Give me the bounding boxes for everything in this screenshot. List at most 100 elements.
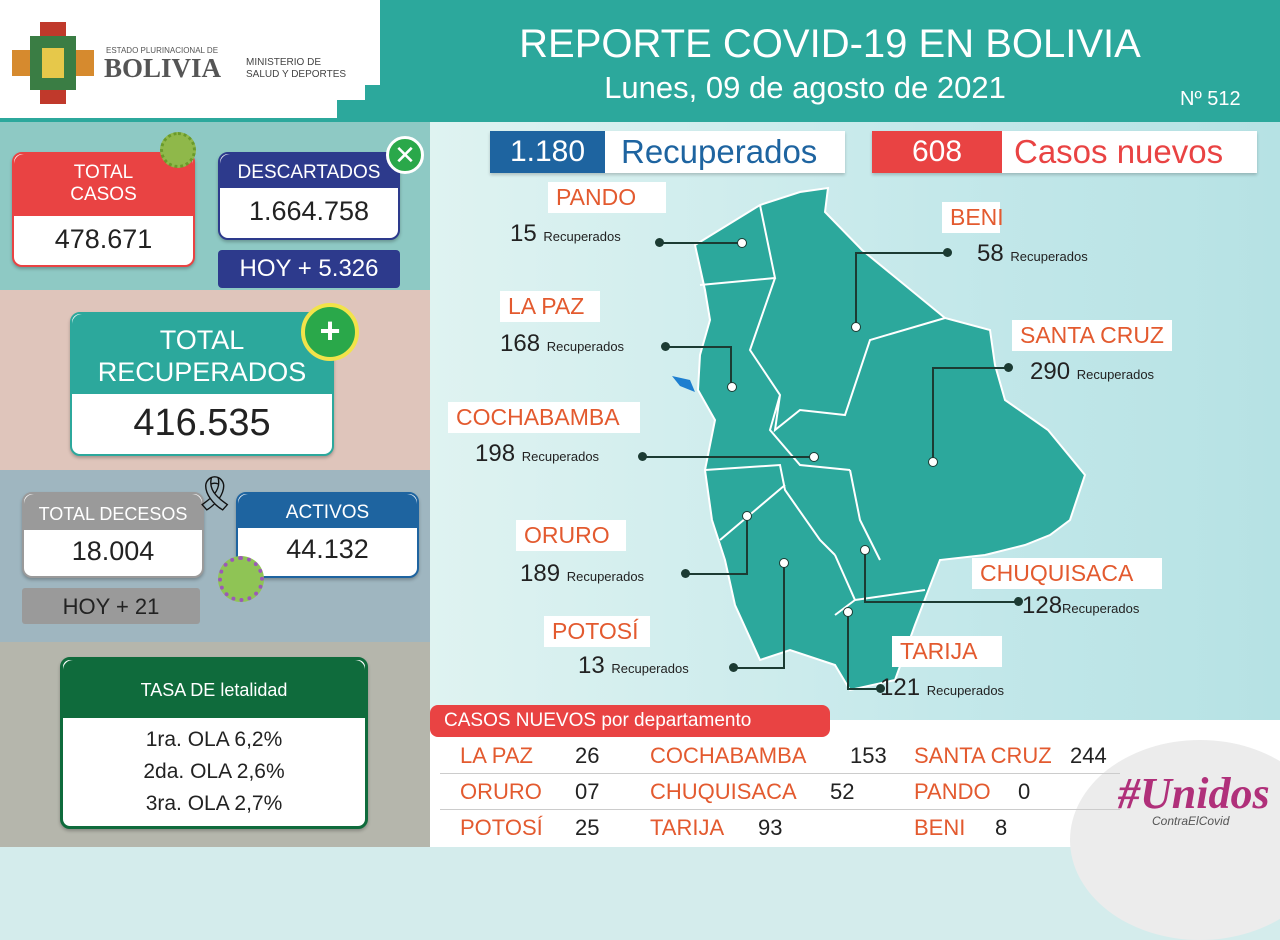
dept-label-tarija: TARIJA <box>892 636 1002 667</box>
callout-line <box>855 252 857 326</box>
ministry-line2: SALUD Y DEPORTES <box>246 69 347 80</box>
new-cases-table: LA PAZ 26 COCHABAMBA 153 SANTA CRUZ 244 ORURO 0… <box>440 738 1120 846</box>
dept-name: PANDO <box>914 778 991 804</box>
map-marker <box>843 607 853 617</box>
total-recovered-card: TOTAL RECUPERADOS 416.535 <box>70 312 334 456</box>
virus-icon <box>160 132 196 168</box>
callout-dot <box>681 569 690 578</box>
map-marker <box>809 452 819 462</box>
total-recovered-value: 416.535 <box>133 402 271 444</box>
map-marker <box>851 322 861 332</box>
page-title: REPORTE COVID-19 EN BOLIVIA <box>519 22 1141 66</box>
total-recovered-label2: RECUPERADOS <box>97 357 307 387</box>
discarded-value: 1.664.758 <box>248 196 370 226</box>
total-deaths-card: TOTAL DECESOS 18.004 <box>22 492 204 578</box>
dept-recovered-oruro: 189 Recuperados <box>520 560 645 587</box>
campaign-hashtag: #Unidos <box>1118 769 1270 818</box>
ministry-line1: MINISTERIO DE <box>246 57 322 68</box>
callout-dot <box>1014 597 1023 606</box>
dept-recovered-cochabamba: 198 Recuperados <box>475 440 600 467</box>
callout-dot <box>661 342 670 351</box>
callout-line <box>932 367 934 462</box>
report-date: Lunes, 09 de agosto de 2021 <box>604 70 1006 105</box>
active-label: ACTIVOS <box>238 494 417 528</box>
dept-name: LA PAZ <box>460 742 533 768</box>
dept-label-potosi: POTOSÍ <box>544 616 650 647</box>
recovered-summary-label: Recuperados <box>621 133 818 170</box>
logo-area: ESTADO PLURINACIONAL DE BOLIVIA MINISTER… <box>0 0 380 118</box>
total-recovered-label: TOTAL <box>159 325 245 355</box>
callout-dot <box>729 663 738 672</box>
lethality-wave-2: 2da. OLA 2,6% <box>143 760 285 783</box>
callout-line <box>864 550 866 603</box>
callout-line <box>848 688 880 690</box>
map-marker <box>727 382 737 392</box>
dept-recovered-la-paz: 168 Recuperados <box>500 330 625 357</box>
dept-new-cases: 8 <box>995 815 1008 840</box>
dept-new-cases: 07 <box>575 778 600 804</box>
dept-label-cochabamba: COCHABAMBA <box>448 402 640 433</box>
active-value: 44.132 <box>286 534 369 564</box>
dept-new-cases: 0 <box>1018 778 1031 804</box>
callout-line <box>783 563 785 669</box>
discarded-label: DESCARTADOS <box>220 154 398 188</box>
callout-line <box>730 346 732 386</box>
bolivia-map <box>672 186 1087 692</box>
callout-line <box>733 667 785 669</box>
dept-new-cases: 52 <box>830 778 855 804</box>
total-cases-label2: CASOS <box>70 184 137 205</box>
discarded-today: HOY + 5.326 <box>218 250 400 288</box>
dept-recovered-tarija: 121 Recuperados <box>880 674 1005 701</box>
callout-dot <box>655 238 664 247</box>
callout-dot <box>943 248 952 257</box>
decor-step <box>365 85 385 122</box>
total-cases-card: TOTAL CASOS 478.671 <box>12 152 195 267</box>
table-row: POTOSÍ 25 TARIJA 93 BENI 8 <box>440 810 1120 846</box>
callout-line <box>660 242 742 244</box>
callout-line <box>746 516 748 575</box>
dept-recovered-chuquisaca: 128Recuperados <box>1022 592 1140 619</box>
dept-recovered-pando: 15 Recuperados <box>510 220 621 247</box>
callout-line <box>642 456 814 458</box>
dept-name: BENI <box>914 815 966 840</box>
logo-title: BOLIVIA <box>104 53 222 83</box>
callout-line <box>685 573 748 575</box>
callout-line <box>932 367 1008 369</box>
deaths-today: HOY + 21 <box>22 588 200 624</box>
dept-new-cases: 26 <box>575 742 600 768</box>
campaign-sub: ContraElCovid <box>1152 814 1230 828</box>
recovered-summary-value: 1.180 <box>490 131 605 173</box>
recovered-summary: 1.180 Recuperados <box>490 131 845 173</box>
dept-new-cases: 25 <box>575 815 600 840</box>
map-marker <box>928 457 938 467</box>
active-card: ACTIVOS 44.132 <box>236 492 419 578</box>
callout-dot <box>876 684 885 693</box>
bolivia-emblem-icon <box>12 22 94 104</box>
total-cases-label: TOTAL <box>73 162 134 183</box>
report-number: Nº 512 <box>1180 88 1241 110</box>
new-cases-summary: 608 Casos nuevos <box>872 131 1257 173</box>
dept-new-cases: 244 <box>1070 742 1107 768</box>
logo-small-text: ESTADO PLURINACIONAL DE <box>106 46 219 55</box>
plus-icon: + <box>301 303 359 361</box>
dept-label-oruro: ORURO <box>516 520 626 551</box>
dept-label-beni: BENI <box>942 202 1004 233</box>
dept-label-santa-cruz: SANTA CRUZ <box>1012 320 1172 351</box>
new-cases-summary-label: Casos nuevos <box>1014 133 1224 170</box>
lethality-wave-3: 3ra. OLA 2,7% <box>145 792 283 815</box>
dept-label-la-paz: LA PAZ <box>500 291 600 322</box>
lethality-label: TASA DE letalidad <box>63 660 365 718</box>
dept-name: CHUQUISACA <box>650 778 797 804</box>
callout-dot <box>638 452 647 461</box>
x-mark-icon: ✕ <box>386 136 424 174</box>
dept-new-cases: 93 <box>758 815 783 840</box>
dept-recovered-santa-cruz: 290 Recuperados <box>1030 358 1155 385</box>
discarded-card: DESCARTADOS 1.664.758 <box>218 152 400 240</box>
dept-recovered-beni: 58 Recuperados <box>977 240 1088 267</box>
dept-label-pando: PANDO <box>548 182 666 213</box>
callout-dot <box>1004 363 1013 372</box>
map-marker <box>779 558 789 568</box>
lethality-wave-1: 1ra. OLA 6,2% <box>145 728 283 751</box>
map-marker <box>737 238 747 248</box>
callout-line <box>665 346 731 348</box>
